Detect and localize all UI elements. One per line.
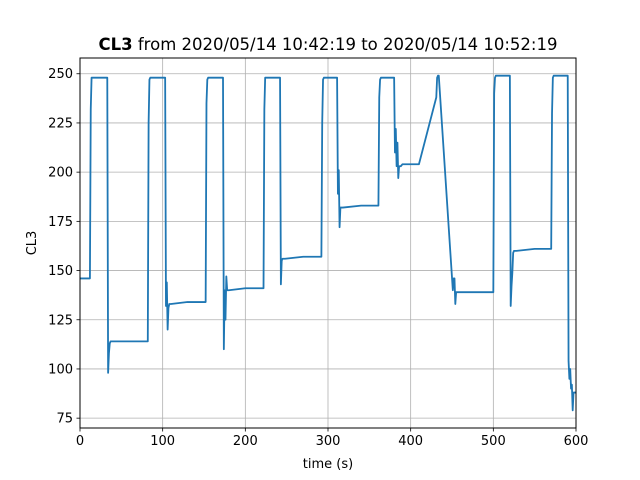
series-layer (80, 74, 576, 412)
y-tick-label: 100 (48, 362, 73, 377)
x-tick-label: 100 (150, 434, 175, 449)
x-tick-label: 300 (316, 434, 341, 449)
x-tick-label: 0 (76, 434, 84, 449)
y-tick-label: 250 (48, 67, 73, 82)
x-tick-label: 500 (481, 434, 506, 449)
chart-title: CL3 from 2020/05/14 10:42:19 to 2020/05/… (99, 35, 558, 54)
x-tick-label: 600 (564, 434, 589, 449)
x-tick-label: 400 (398, 434, 423, 449)
y-axis-ticks: 75 100 125 150 175 200 225 250 (48, 67, 80, 427)
y-tick-label: 200 (48, 166, 73, 181)
x-axis-label: time (s) (303, 457, 353, 472)
y-axis-label: CL3 (25, 231, 40, 256)
y-tick-label: 150 (48, 264, 73, 279)
series-line (80, 74, 576, 412)
chart-title-rest: from 2020/05/14 10:42:19 to 2020/05/14 1… (133, 35, 558, 54)
y-tick-label: 125 (48, 313, 73, 328)
y-tick-label: 225 (48, 116, 73, 131)
y-tick-label: 75 (56, 412, 73, 427)
chart-title-bold: CL3 (99, 35, 133, 54)
x-tick-label: 200 (233, 434, 258, 449)
x-axis-ticks: 0 100 200 300 400 500 600 (76, 428, 589, 449)
y-tick-label: 175 (48, 215, 73, 230)
